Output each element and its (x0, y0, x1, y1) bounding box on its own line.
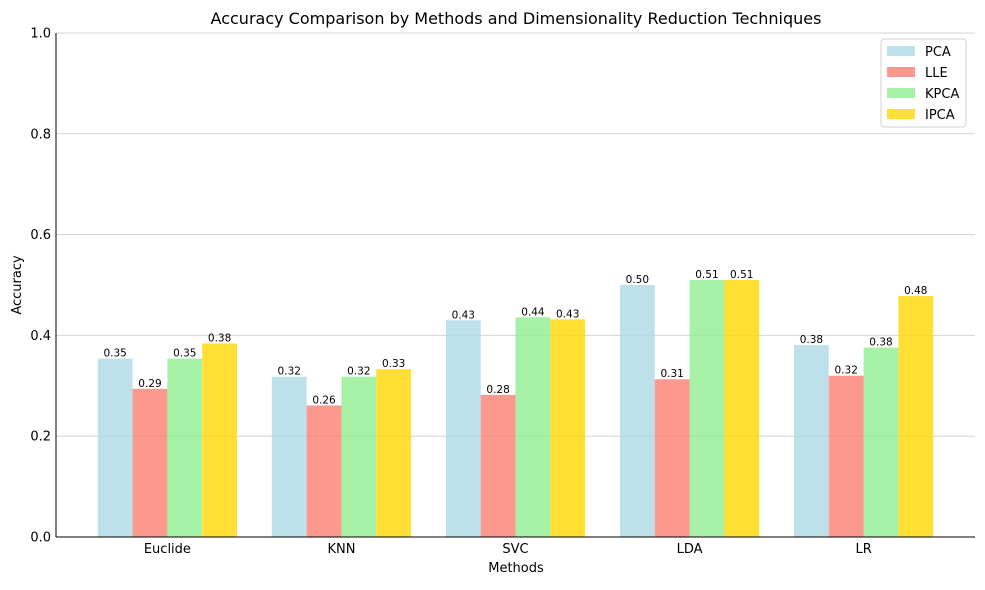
y-tick-label: 0.6 (30, 228, 51, 243)
bar-lle-lr (828, 375, 864, 537)
legend-label-lle: LLE (925, 66, 948, 81)
bar-value-label: 0.32 (835, 365, 858, 377)
bar-pca-svc (445, 320, 481, 537)
bar-pca-knn (271, 376, 307, 537)
bar-pca-lr (794, 344, 829, 537)
bar-value-label: 0.31 (660, 368, 683, 380)
y-axis-ticks: 0.0 0.2 0.4 0.6 0.8 1.0 (30, 27, 51, 546)
legend-swatch-lle (887, 67, 915, 77)
bar-lle-lda (654, 379, 690, 537)
y-tick-label: 0.0 (30, 531, 51, 546)
bar-value-label: 0.51 (695, 269, 718, 281)
bar-value-label: 0.43 (452, 309, 475, 321)
bar-pca-euclide (97, 358, 133, 537)
bar-ipca-euclide (202, 343, 237, 537)
y-axis-label: Accuracy (10, 255, 25, 315)
bar-kpca-euclide (167, 358, 203, 537)
x-tick-label: Euclide (144, 542, 191, 557)
bars (97, 279, 934, 537)
bar-value-label: 0.33 (382, 358, 405, 370)
legend-label-ipca: IPCA (925, 108, 955, 123)
legend-box (880, 38, 967, 128)
bar-kpca-lda (689, 279, 725, 537)
bar-ipca-svc (550, 319, 586, 537)
bar-value-label: 0.50 (626, 274, 649, 286)
bar-value-label: 0.26 (312, 394, 336, 406)
legend-swatch-pca (887, 46, 915, 56)
x-tick-label: KNN (327, 542, 355, 557)
bar-lle-euclide (132, 388, 168, 537)
bar-value-label: 0.28 (486, 384, 509, 396)
bar-lle-svc (480, 394, 516, 537)
bar-value-label: 0.38 (208, 332, 231, 344)
bar-ipca-lr (898, 296, 934, 537)
x-axis-label: Methods (488, 561, 544, 576)
legend: PCA LLE KPCA IPCA (880, 38, 967, 128)
bar-ipca-lda (724, 279, 760, 537)
bar-value-label: 0.29 (138, 378, 161, 390)
legend-label-kpca: KPCA (925, 87, 959, 102)
bar-value-label: 0.48 (904, 285, 927, 297)
bar-kpca-svc (515, 317, 551, 537)
y-tick-label: 0.2 (30, 430, 51, 445)
y-tick-label: 0.4 (30, 329, 51, 344)
bar-value-label: 0.43 (556, 308, 579, 320)
bar-value-label: 0.35 (103, 348, 126, 360)
y-tick-label: 1.0 (30, 27, 51, 42)
legend-swatch-ipca (887, 109, 915, 119)
bar-value-label: 0.32 (278, 366, 301, 378)
chart-title: Accuracy Comparison by Methods and Dimen… (211, 9, 822, 28)
bar-value-labels: 0.35 0.29 0.35 0.38 0.32 0.26 0.32 0.33 0.43 0.28… (103, 269, 927, 406)
bar-pca-lda (619, 285, 655, 537)
x-tick-label: LDA (677, 542, 703, 557)
bar-value-label: 0.38 (869, 336, 892, 348)
bar-value-label: 0.38 (800, 334, 823, 346)
bar-kpca-knn (341, 376, 377, 537)
x-tick-label: SVC (502, 542, 528, 557)
legend-label-pca: PCA (925, 45, 951, 60)
bar-value-label: 0.35 (173, 348, 196, 360)
bar-value-label: 0.51 (730, 269, 753, 281)
y-tick-label: 0.8 (30, 127, 51, 142)
x-axis-ticks: Euclide KNN SVC LDA LR (144, 542, 872, 557)
bar-ipca-knn (376, 369, 412, 537)
legend-swatch-kpca (887, 88, 915, 98)
bar-lle-knn (306, 405, 342, 537)
bar-value-label: 0.32 (347, 366, 370, 378)
bar-kpca-lr (863, 347, 899, 537)
bar-value-label: 0.44 (521, 306, 545, 318)
x-tick-label: LR (855, 542, 871, 557)
